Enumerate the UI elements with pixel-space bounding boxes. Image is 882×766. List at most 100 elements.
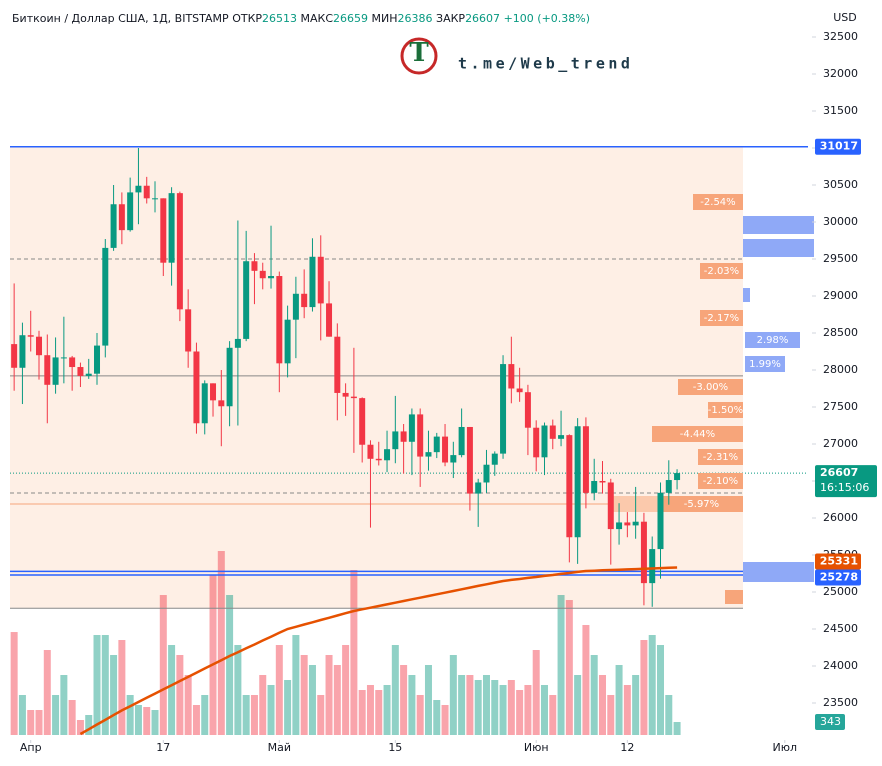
volume-tag <box>815 714 845 731</box>
candle-body <box>591 481 598 493</box>
volume-bar <box>516 690 524 735</box>
volume-bar <box>524 685 532 735</box>
annotation-label: 2.98% <box>757 335 789 346</box>
open-label: ОТКР <box>232 12 262 25</box>
candle-body <box>259 270 266 279</box>
y-tick-label: 28500 <box>823 326 858 339</box>
volume-bar <box>491 680 499 735</box>
candle-body <box>102 247 109 346</box>
price-tag <box>815 569 861 586</box>
volume-bar <box>292 635 300 735</box>
profile-box <box>743 239 814 257</box>
candle-body <box>566 435 573 538</box>
y-tick-label: 24000 <box>823 659 858 672</box>
volume-bar <box>101 635 109 735</box>
candle-body <box>442 436 449 463</box>
candle-body <box>408 414 415 442</box>
candle-body <box>483 464 490 483</box>
annotation-box <box>700 263 743 279</box>
profile-box <box>743 288 750 302</box>
candle-body <box>276 276 283 364</box>
candle-body <box>632 521 639 526</box>
annotation-label: -2.10% <box>703 476 738 487</box>
candle-body <box>599 481 606 483</box>
candle-body <box>549 425 556 439</box>
y-tick-label: 28000 <box>823 363 858 376</box>
candle-body <box>384 449 391 461</box>
x-tick-label: Июн <box>524 741 549 754</box>
candle-body <box>118 204 125 231</box>
y-tick-label: 30500 <box>823 178 858 191</box>
volume-bar <box>449 655 457 735</box>
volume-bar <box>350 570 358 735</box>
y-tick-label: 32500 <box>823 30 858 43</box>
annotation-box <box>652 426 743 442</box>
volume-bar <box>184 675 192 735</box>
candle-body <box>243 261 250 339</box>
candle-body <box>268 276 275 279</box>
axis-layer: 3250032000315003100030500300002950029000… <box>20 30 877 754</box>
header: Биткоин / Доллар США, 1Д, BITSTAMP ОТКР 2… <box>12 12 590 25</box>
volume-bar <box>110 655 118 735</box>
volume-bar <box>317 695 325 735</box>
candle-body <box>77 367 84 376</box>
volume-bar <box>159 595 167 735</box>
profile-box <box>743 562 814 582</box>
candle-body <box>359 398 366 445</box>
candle-body <box>350 396 357 399</box>
candle-body <box>466 426 473 494</box>
annotation-box <box>698 449 743 465</box>
annotation-label: -2.54% <box>700 197 735 208</box>
volume-bar <box>325 655 333 735</box>
candle-body <box>19 335 26 368</box>
candle-body <box>36 336 43 356</box>
volume-bar <box>582 625 590 735</box>
annotation-box <box>693 194 743 210</box>
candle-body <box>326 303 333 337</box>
volume-bar <box>474 680 482 735</box>
annotation-label: -2.03% <box>704 266 739 277</box>
volume-bar <box>176 655 184 735</box>
annotation-box <box>708 402 743 418</box>
candle-body <box>201 383 208 424</box>
candle-body <box>251 261 258 271</box>
change: +100 <box>504 12 534 25</box>
y-tick-label: 29000 <box>823 289 858 302</box>
volume-bar <box>201 695 209 735</box>
annotation-label: -2.31% <box>703 452 738 463</box>
candle-body <box>317 256 324 304</box>
volume-bar <box>615 665 623 735</box>
annotation-label: -5.97% <box>684 499 719 510</box>
volume-bar <box>665 695 673 735</box>
volume-bar <box>441 705 449 735</box>
volume-bar <box>549 695 557 735</box>
volume-bar <box>209 575 217 735</box>
volume-bar <box>68 700 76 735</box>
volume-bar <box>391 645 399 735</box>
volume-bar <box>18 695 26 735</box>
volume-bar <box>416 695 424 735</box>
annotation-box <box>660 496 743 512</box>
volume-bar <box>424 665 432 735</box>
candle-body <box>176 193 183 310</box>
symbol: Биткоин / Доллар США, 1Д, BITSTAMP <box>12 12 229 25</box>
candle-body <box>210 383 217 401</box>
annotation-box <box>725 590 743 604</box>
candle-body <box>135 185 142 193</box>
candle-body <box>533 427 540 458</box>
volume-bar <box>366 685 374 735</box>
candle-body <box>491 453 498 465</box>
close-value: 26607 <box>465 12 500 25</box>
candle-body <box>193 351 200 424</box>
candle-body <box>417 414 424 457</box>
volume-bar <box>342 645 350 735</box>
y-tick-label: 30000 <box>823 215 858 228</box>
volume-bar <box>35 710 43 735</box>
candle-body <box>94 345 101 374</box>
annotation-label: -3.00% <box>693 382 728 393</box>
moving-average <box>79 566 678 736</box>
candle-body <box>152 198 159 200</box>
y-tick-label: 25000 <box>823 585 858 598</box>
volume-bar <box>673 722 681 735</box>
